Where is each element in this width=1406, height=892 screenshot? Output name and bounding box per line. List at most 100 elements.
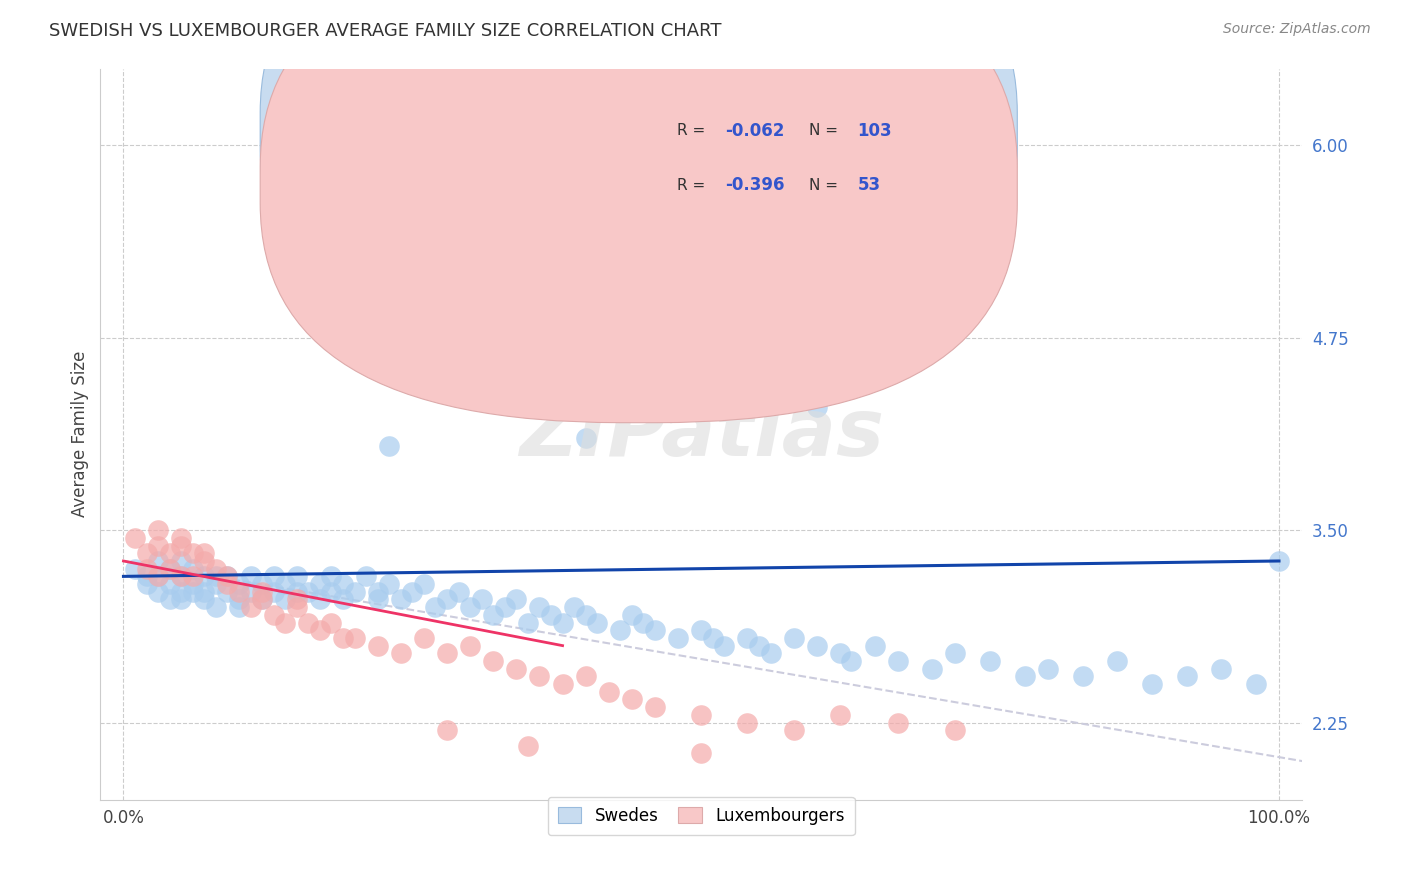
Point bbox=[332, 631, 354, 645]
Point bbox=[170, 592, 193, 607]
Point bbox=[285, 592, 308, 607]
Point bbox=[945, 723, 967, 738]
Point bbox=[274, 592, 297, 607]
Point bbox=[575, 431, 598, 445]
Point bbox=[285, 584, 308, 599]
Point bbox=[412, 631, 434, 645]
Point bbox=[748, 639, 770, 653]
Point bbox=[1211, 662, 1233, 676]
Text: N =: N = bbox=[810, 178, 844, 193]
Point bbox=[471, 592, 494, 607]
Point bbox=[1175, 669, 1198, 683]
Point bbox=[205, 562, 228, 576]
Point bbox=[170, 539, 193, 553]
Point bbox=[285, 600, 308, 615]
Point bbox=[367, 584, 389, 599]
Point bbox=[124, 531, 146, 545]
Point bbox=[217, 584, 239, 599]
Point bbox=[401, 584, 423, 599]
Point bbox=[343, 584, 366, 599]
Point bbox=[666, 631, 689, 645]
Point bbox=[690, 707, 713, 722]
Text: N =: N = bbox=[810, 123, 844, 138]
Point bbox=[159, 562, 181, 576]
Point bbox=[321, 584, 343, 599]
Point bbox=[482, 607, 505, 622]
Point bbox=[205, 600, 228, 615]
Point bbox=[217, 569, 239, 583]
Point bbox=[228, 592, 250, 607]
Point bbox=[146, 539, 169, 553]
Text: 103: 103 bbox=[858, 121, 891, 140]
Point bbox=[135, 562, 157, 576]
Point bbox=[1014, 669, 1036, 683]
FancyBboxPatch shape bbox=[260, 0, 1018, 423]
Point bbox=[367, 639, 389, 653]
Point bbox=[146, 523, 169, 537]
Point bbox=[620, 607, 643, 622]
Point bbox=[505, 200, 527, 214]
Point bbox=[494, 600, 516, 615]
Point bbox=[1071, 669, 1094, 683]
Point bbox=[529, 600, 551, 615]
Point bbox=[263, 584, 285, 599]
Text: -0.396: -0.396 bbox=[725, 176, 785, 194]
Point bbox=[228, 600, 250, 615]
Point bbox=[505, 592, 527, 607]
Point bbox=[551, 677, 574, 691]
Point bbox=[458, 639, 481, 653]
Point bbox=[458, 600, 481, 615]
Point bbox=[170, 531, 193, 545]
Point bbox=[250, 592, 273, 607]
Point bbox=[921, 662, 943, 676]
Point bbox=[285, 569, 308, 583]
Point bbox=[1107, 654, 1129, 668]
Point bbox=[436, 723, 458, 738]
Point bbox=[193, 546, 215, 560]
Point bbox=[193, 592, 215, 607]
Point bbox=[562, 600, 585, 615]
Point bbox=[297, 584, 319, 599]
Legend: Swedes, Luxembourgers: Swedes, Luxembourgers bbox=[548, 797, 855, 835]
Point bbox=[181, 577, 204, 591]
Point bbox=[1140, 677, 1163, 691]
Point bbox=[436, 646, 458, 660]
Y-axis label: Average Family Size: Average Family Size bbox=[72, 351, 89, 517]
Point bbox=[146, 569, 169, 583]
Point bbox=[181, 546, 204, 560]
Point bbox=[644, 700, 666, 714]
Point bbox=[170, 584, 193, 599]
Point bbox=[1036, 662, 1059, 676]
Point bbox=[633, 615, 655, 630]
Point bbox=[205, 577, 228, 591]
Point bbox=[586, 615, 609, 630]
Point bbox=[748, 315, 770, 329]
Point bbox=[309, 624, 332, 638]
Point bbox=[886, 654, 908, 668]
Point bbox=[529, 669, 551, 683]
Point bbox=[309, 577, 332, 591]
Point bbox=[135, 577, 157, 591]
FancyBboxPatch shape bbox=[260, 0, 1018, 368]
Text: R =: R = bbox=[678, 178, 710, 193]
Point bbox=[482, 654, 505, 668]
Text: R =: R = bbox=[678, 123, 710, 138]
Point bbox=[598, 685, 620, 699]
Point bbox=[828, 646, 851, 660]
Point bbox=[159, 546, 181, 560]
Point bbox=[297, 615, 319, 630]
Point bbox=[841, 654, 863, 668]
Point bbox=[806, 400, 828, 414]
Point bbox=[193, 569, 215, 583]
Point bbox=[782, 723, 804, 738]
Point bbox=[159, 577, 181, 591]
Point bbox=[806, 639, 828, 653]
Point bbox=[146, 554, 169, 568]
Point bbox=[979, 654, 1001, 668]
Point bbox=[309, 592, 332, 607]
Point bbox=[516, 615, 538, 630]
Point bbox=[540, 607, 562, 622]
Point bbox=[159, 562, 181, 576]
Point bbox=[146, 569, 169, 583]
Text: SWEDISH VS LUXEMBOURGER AVERAGE FAMILY SIZE CORRELATION CHART: SWEDISH VS LUXEMBOURGER AVERAGE FAMILY S… bbox=[49, 22, 721, 40]
